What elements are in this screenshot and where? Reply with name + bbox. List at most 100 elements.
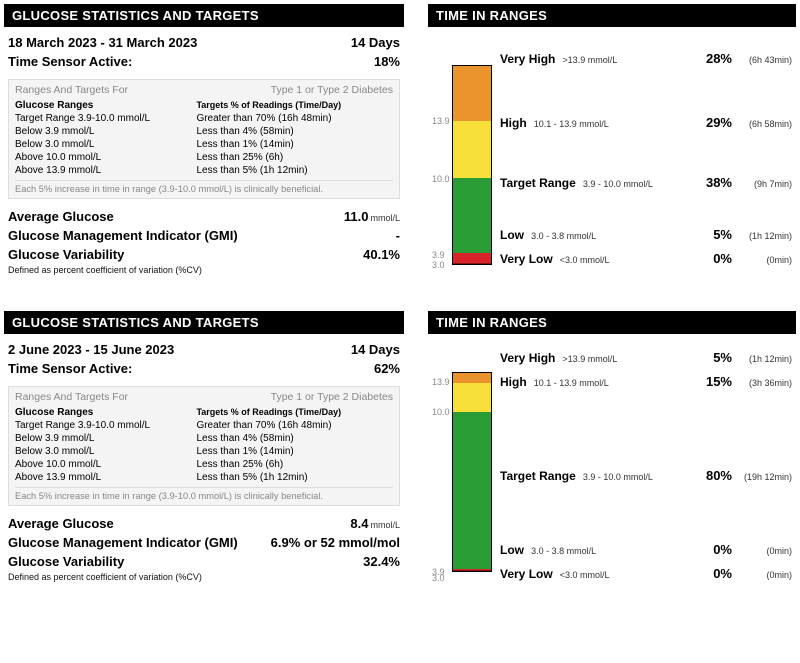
tir-percent: 15% [706,374,732,389]
tir-time: (0min) [736,255,792,265]
targets-head-left: Ranges And Targets For [15,84,128,96]
gmi-label: Glucose Management Indicator (GMI) [8,228,238,243]
targets-range-label: Above 13.9 mmol/L [15,165,196,176]
tir-segment-target [453,412,491,569]
tir-percent: 0% [713,251,732,266]
gv-label: Glucose Variability [8,247,124,262]
tir-range: 3.0 - 3.8 mmol/L [531,231,596,241]
targets-range-value: Less than 4% (58min) [196,126,393,137]
targets-range-label: Target Range 3.9-10.0 mmol/L [15,420,196,431]
tir-range: 3.9 - 10.0 mmol/L [583,179,653,189]
tir-name: Target Range [500,176,576,190]
tir-time: (19h 12min) [736,472,792,482]
targets-range-value: Less than 5% (1h 12min) [196,472,393,483]
targets-range-value: Less than 25% (6h) [196,459,393,470]
tir-row: High 10.1 - 13.9 mmol/L 15% (3h 36min) [500,374,792,389]
tir-row: Target Range 3.9 - 10.0 mmol/L 38% (9h 7… [500,175,792,190]
targets-range-value: Less than 4% (58min) [196,433,393,444]
tir-bar-container: 13.910.03.93.0 [432,45,492,265]
sensor-active-label: Time Sensor Active: [8,54,132,69]
date-range: 18 March 2023 - 31 March 2023 [8,35,197,50]
targets-range-label: Below 3.9 mmol/L [15,126,196,137]
targets-box: Ranges And Targets For Type 1 or Type 2 … [8,386,400,506]
tir-segment-high [453,383,491,412]
time-in-ranges-panel: TIME IN RANGES 13.910.03.93.0 Very High … [428,311,796,586]
days-value: 14 Days [351,342,400,357]
tir-name: Low [500,543,524,557]
targets-head-right: Type 1 or Type 2 Diabetes [271,84,393,96]
gmi-value: - [396,228,400,243]
tir-time: (1h 12min) [736,231,792,241]
targets-range-value: Less than 1% (14min) [196,139,393,150]
tir-row: High 10.1 - 13.9 mmol/L 29% (6h 58min) [500,115,792,130]
tir-bar-container: 13.910.03.93.0 [432,352,492,572]
targets-range-label: Target Range 3.9-10.0 mmol/L [15,113,196,124]
gv-label: Glucose Variability [8,554,124,569]
tir-tick: 10.0 [432,407,450,417]
targets-range-label: Above 10.0 mmol/L [15,152,196,163]
tir-range: 3.0 - 3.8 mmol/L [531,546,596,556]
targets-row: Above 13.9 mmol/L Less than 5% (1h 12min… [15,164,393,177]
tir-range: 3.9 - 10.0 mmol/L [583,472,653,482]
gv-subtext: Defined as percent coefficient of variat… [8,264,400,275]
targets-box: Ranges And Targets For Type 1 or Type 2 … [8,79,400,199]
tir-segment-very_low [453,570,491,571]
targets-row: Below 3.0 mmol/L Less than 1% (14min) [15,445,393,458]
targets-range-label: Above 13.9 mmol/L [15,472,196,483]
sensor-active-value: 18% [374,54,400,69]
col-head-ranges: Glucose Ranges [15,407,196,418]
time-in-ranges-panel: TIME IN RANGES 13.910.03.93.0 Very High … [428,4,796,279]
tir-name: Target Range [500,469,576,483]
targets-range-value: Greater than 70% (16h 48min) [196,113,393,124]
tir-tick: 3.0 [432,260,445,270]
tir-row: Low 3.0 - 3.8 mmol/L 5% (1h 12min) [500,227,792,242]
tir-segment-low [453,253,491,263]
targets-row: Below 3.9 mmol/L Less than 4% (58min) [15,125,393,138]
tir-range: 10.1 - 13.9 mmol/L [534,378,609,388]
sensor-active-value: 62% [374,361,400,376]
tir-name: High [500,116,527,130]
tir-row: Very High >13.9 mmol/L 28% (6h 43min) [500,51,792,66]
days-value: 14 Days [351,35,400,50]
tir-tick: 13.9 [432,377,450,387]
glucose-stats-panel: GLUCOSE STATISTICS AND TARGETS 18 March … [4,4,404,279]
gmi-value: 6.9% or 52 mmol/mol [271,535,400,550]
stats-title: GLUCOSE STATISTICS AND TARGETS [4,4,404,27]
stats-title: GLUCOSE STATISTICS AND TARGETS [4,311,404,334]
targets-range-value: Greater than 70% (16h 48min) [196,420,393,431]
tir-bar [452,372,492,572]
tir-segment-high [453,121,491,178]
tir-row: Very High >13.9 mmol/L 5% (1h 12min) [500,350,792,365]
targets-row: Target Range 3.9-10.0 mmol/L Greater tha… [15,419,393,432]
tir-segment-very_high [453,373,491,383]
tir-tick: 3.9 [432,250,445,260]
tir-time: (1h 12min) [736,354,792,364]
tir-name: Very Low [500,252,553,266]
tir-percent: 80% [706,468,732,483]
tir-percent: 0% [713,542,732,557]
tir-segment-target [453,178,491,253]
col-head-targets: Targets % of Readings (Time/Day) [196,100,393,111]
targets-range-label: Below 3.0 mmol/L [15,139,196,150]
tir-range: >13.9 mmol/L [562,354,617,364]
tir-percent: 5% [713,350,732,365]
glucose-stats-panel: GLUCOSE STATISTICS AND TARGETS 2 June 20… [4,311,404,586]
tir-bar [452,65,492,265]
tir-row: Target Range 3.9 - 10.0 mmol/L 80% (19h … [500,468,792,483]
gmi-label: Glucose Management Indicator (GMI) [8,535,238,550]
tir-tick: 3.0 [432,573,445,583]
tir-tick: 13.9 [432,116,450,126]
targets-row: Below 3.0 mmol/L Less than 1% (14min) [15,138,393,151]
tir-range: <3.0 mmol/L [560,570,610,580]
targets-row: Target Range 3.9-10.0 mmol/L Greater tha… [15,112,393,125]
targets-note: Each 5% increase in time in range (3.9-1… [15,180,393,194]
avg-glucose-value: 8.4mmol/L [350,516,400,531]
tir-title: TIME IN RANGES [428,4,796,27]
tir-row: Very Low <3.0 mmol/L 0% (0min) [500,251,792,266]
targets-head-right: Type 1 or Type 2 Diabetes [271,391,393,403]
tir-percent: 38% [706,175,732,190]
tir-name: Very Low [500,567,553,581]
tir-percent: 5% [713,227,732,242]
gv-value: 32.4% [363,554,400,569]
targets-range-label: Above 10.0 mmol/L [15,459,196,470]
